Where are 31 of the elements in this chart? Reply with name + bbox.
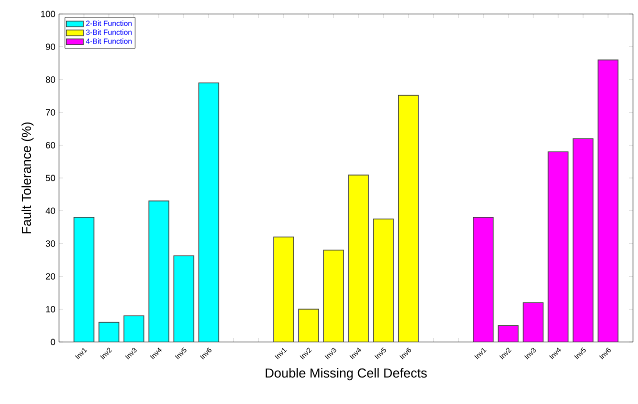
bar [548, 151, 569, 342]
y-tick-label: 90 [46, 44, 56, 50]
bar [373, 218, 394, 342]
bar [498, 325, 519, 342]
y-axis-title: Fault Tolerance (%) [21, 122, 34, 234]
y-tick-label: 80 [46, 76, 56, 83]
bar [522, 302, 544, 342]
y-tick-label: 30 [46, 240, 56, 247]
y-tick-label: 20 [46, 273, 56, 280]
bar [348, 175, 368, 342]
bar [398, 94, 419, 342]
y-tick-label: 0 [50, 338, 56, 346]
y-tick-label: 70 [46, 109, 56, 116]
bar [198, 82, 220, 342]
bar [98, 322, 120, 342]
bar [148, 200, 170, 342]
bar [572, 138, 594, 342]
bar [324, 250, 344, 342]
bar [74, 216, 94, 342]
bar [598, 60, 618, 342]
y-tick-label: 50 [46, 174, 56, 182]
bar [274, 237, 294, 342]
y-tick-label: 100 [41, 10, 56, 18]
bar [472, 216, 494, 342]
bar [298, 309, 319, 342]
y-tick-label: 40 [46, 208, 56, 214]
y-tick-label: 10 [46, 306, 56, 312]
y-tick-label: 60 [46, 142, 56, 148]
x-axis-title: Double Missing Cell Defects [266, 368, 427, 380]
bar [173, 255, 194, 342]
bar [123, 315, 144, 342]
